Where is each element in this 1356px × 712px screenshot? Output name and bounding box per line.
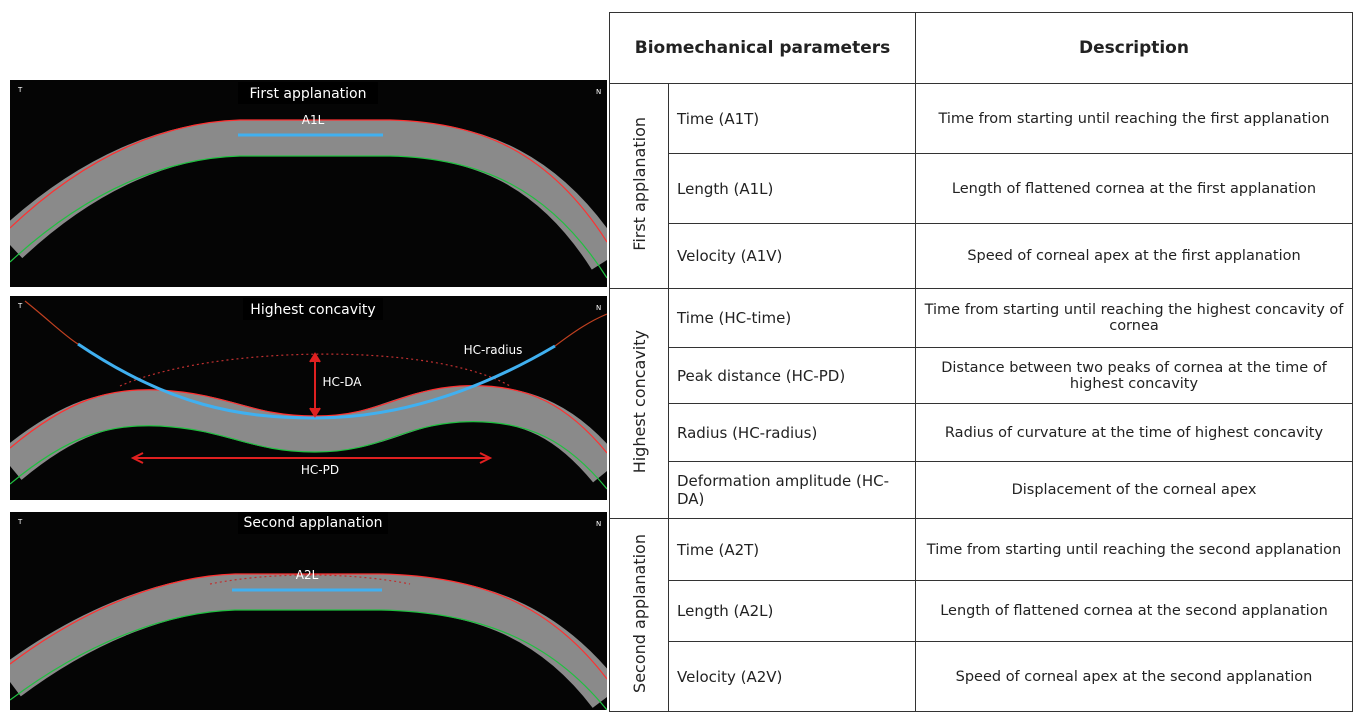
panel-title: Highest concavity — [250, 302, 375, 318]
parameter-cell: Time (HC-time) — [669, 289, 916, 348]
description-cell: Speed of corneal apex at the second appl… — [916, 642, 1353, 712]
description-cell: Time from starting until reaching the fi… — [916, 84, 1353, 154]
description-cell: Displacement of the corneal apex — [916, 462, 1353, 519]
table-row: Peak distance (HC-PD)Distance between tw… — [610, 348, 1353, 404]
parameter-cell: Peak distance (HC-PD) — [669, 348, 916, 404]
description-cell: Length of flattened cornea at the second… — [916, 581, 1353, 642]
parameter-cell: Velocity (A1V) — [669, 224, 916, 289]
label: A2L — [296, 568, 319, 582]
label: HC-DA — [323, 375, 363, 389]
group-cell: Highest concavity — [610, 289, 669, 519]
parameter-cell: Time (A2T) — [669, 519, 916, 581]
description-cell: Radius of curvature at the time of highe… — [916, 404, 1353, 462]
panel-title: First applanation — [249, 86, 366, 102]
description-cell: Speed of corneal apex at the first appla… — [916, 224, 1353, 289]
label: HC-radius — [464, 343, 523, 357]
group-label: First applanation — [630, 117, 649, 251]
group-label: Highest concavity — [630, 330, 649, 473]
table-row: Length (A1L)Length of flattened cornea a… — [610, 154, 1353, 224]
group-label: Second applanation — [630, 534, 649, 693]
parameter-cell: Length (A2L) — [669, 581, 916, 642]
table-row: Length (A2L)Length of flattened cornea a… — [610, 581, 1353, 642]
page: First applanation T N A1L Highest concav… — [0, 0, 1356, 710]
parameter-cell: Deformation amplitude (HC-DA) — [669, 462, 916, 519]
parameter-cell: Radius (HC-radius) — [669, 404, 916, 462]
image-panel: Second applanation T N A2L — [10, 512, 607, 710]
marker: N — [596, 520, 601, 528]
description-cell: Distance between two peaks of cornea at … — [916, 348, 1353, 404]
marker: N — [596, 304, 601, 312]
marker: T — [17, 86, 23, 94]
label: HC-PD — [301, 463, 339, 477]
marker: T — [17, 302, 23, 310]
table-row: Velocity (A2V)Speed of corneal apex at t… — [610, 642, 1353, 712]
description-cell: Time from starting until reaching the se… — [916, 519, 1353, 581]
marker: T — [17, 518, 23, 526]
table-row: Deformation amplitude (HC-DA)Displacemen… — [610, 462, 1353, 519]
header-cell: Biomechanical parameters — [610, 13, 916, 84]
group-cell: First applanation — [610, 84, 669, 289]
parameter-cell: Velocity (A2V) — [669, 642, 916, 712]
label: A1L — [302, 113, 325, 127]
group-cell: Second applanation — [610, 519, 669, 712]
parameter-cell: Length (A1L) — [669, 154, 916, 224]
description-cell: Time from starting until reaching the hi… — [916, 289, 1353, 348]
image-panel: Highest concavity T N HC-radius HC-DA HC… — [10, 296, 607, 500]
marker: N — [596, 88, 601, 96]
table-row: Radius (HC-radius)Radius of curvature at… — [610, 404, 1353, 462]
image-panel: First applanation T N A1L — [10, 80, 607, 287]
parameter-cell: Time (A1T) — [669, 84, 916, 154]
header-cell: Description — [916, 13, 1353, 84]
panel-title: Second applanation — [243, 515, 382, 531]
description-cell: Length of flattened cornea at the first … — [916, 154, 1353, 224]
table-row: Velocity (A1V)Speed of corneal apex at t… — [610, 224, 1353, 289]
